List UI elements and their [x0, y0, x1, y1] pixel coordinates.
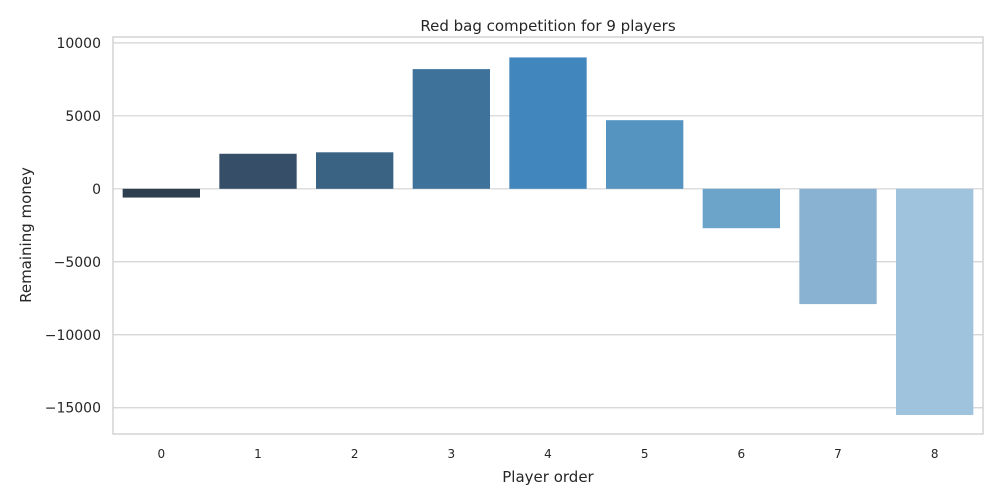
x-tick-label: 2 [351, 447, 359, 461]
x-tick-labels: 0 1 2 3 4 5 6 7 8 [158, 447, 939, 461]
x-tick-label: 5 [641, 447, 649, 461]
bars [122, 57, 974, 416]
x-tick-label: 1 [254, 447, 262, 461]
x-axis-title: Player order [502, 468, 594, 486]
x-tick-label: 0 [158, 447, 166, 461]
bar-3 [412, 69, 490, 189]
bar-8 [896, 188, 974, 416]
x-tick-label: 6 [738, 447, 746, 461]
bar-1 [219, 153, 297, 189]
y-tick-label: 5000 [65, 109, 101, 125]
x-tick-label: 8 [931, 447, 939, 461]
y-tick-label: 0 [92, 182, 101, 198]
bar-7 [799, 188, 877, 305]
y-axis-title: Remaining money [17, 167, 35, 303]
bar-5 [606, 120, 684, 189]
y-tick-label: −10000 [45, 328, 101, 344]
plot-frame [112, 36, 984, 435]
bar-2 [316, 152, 394, 189]
bar-0 [122, 188, 200, 198]
x-tick-label: 4 [544, 447, 552, 461]
y-tick-label: 10000 [56, 36, 101, 52]
bar-4 [509, 57, 587, 189]
x-tick-label: 7 [834, 447, 842, 461]
y-tick-labels: 10000 5000 0 −5000 −10000 −15000 [45, 36, 101, 417]
chart-title: Red bag competition for 9 players [420, 17, 675, 35]
y-tick-label: −5000 [54, 255, 101, 271]
bar-6 [702, 188, 780, 229]
x-tick-label: 3 [448, 447, 456, 461]
y-tick-label: −15000 [45, 401, 101, 417]
